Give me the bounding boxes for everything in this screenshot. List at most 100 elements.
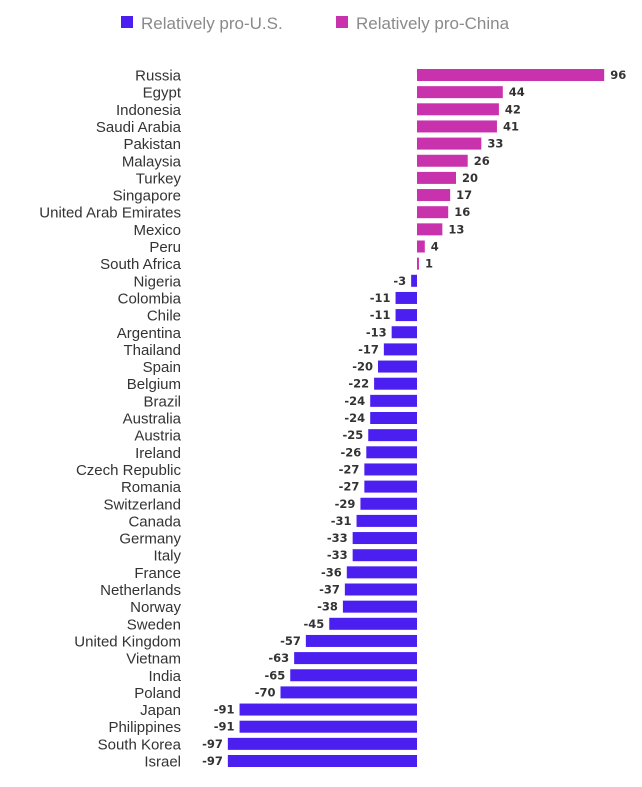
bar bbox=[417, 171, 456, 184]
category-label: Italy bbox=[153, 548, 181, 565]
value-label: 96 bbox=[610, 68, 626, 82]
bar bbox=[352, 549, 417, 562]
value-label: 20 bbox=[462, 171, 478, 185]
category-label: Malaysia bbox=[122, 153, 182, 170]
value-label: 41 bbox=[503, 119, 519, 133]
bar bbox=[344, 583, 417, 596]
bar bbox=[370, 412, 417, 424]
category-label: Egypt bbox=[143, 85, 182, 102]
value-label: -70 bbox=[255, 685, 276, 699]
value-label: -65 bbox=[264, 668, 285, 682]
bar bbox=[360, 497, 417, 510]
legend-swatch-pro-china bbox=[336, 16, 348, 28]
bar bbox=[364, 480, 417, 493]
value-label: 4 bbox=[431, 240, 439, 254]
category-label: Switzerland bbox=[103, 496, 181, 513]
bar bbox=[417, 103, 499, 116]
value-label: -97 bbox=[202, 754, 223, 768]
bar bbox=[329, 617, 417, 630]
value-label: -91 bbox=[214, 720, 235, 734]
bar bbox=[417, 154, 468, 167]
value-label: 33 bbox=[487, 137, 503, 151]
value-label: -3 bbox=[393, 274, 406, 288]
value-label: 42 bbox=[505, 102, 521, 116]
category-label: Norway bbox=[130, 599, 181, 616]
category-label: Singapore bbox=[113, 188, 181, 205]
bar bbox=[370, 394, 417, 407]
value-label: 1 bbox=[425, 257, 433, 271]
value-label: -36 bbox=[321, 565, 342, 579]
bar bbox=[227, 737, 417, 750]
bar bbox=[417, 240, 425, 253]
value-label: -11 bbox=[370, 308, 391, 322]
value-label: -37 bbox=[319, 583, 340, 597]
category-label: Ireland bbox=[135, 445, 181, 462]
value-label: 26 bbox=[474, 154, 490, 168]
value-label: -29 bbox=[335, 497, 356, 511]
category-label: Germany bbox=[119, 531, 181, 548]
legend-label-pro-us: Relatively pro-U.S. bbox=[141, 14, 283, 33]
value-label: -13 bbox=[366, 325, 387, 339]
category-label: Philippines bbox=[108, 719, 181, 736]
value-label: -33 bbox=[327, 548, 348, 562]
bar bbox=[417, 189, 451, 202]
category-label: Saudi Arabia bbox=[96, 119, 182, 136]
bar bbox=[417, 223, 443, 236]
bar bbox=[391, 326, 417, 339]
bar bbox=[294, 652, 417, 665]
bar bbox=[417, 69, 605, 81]
value-label: -38 bbox=[317, 600, 338, 614]
category-label: Japan bbox=[140, 702, 181, 719]
bar bbox=[417, 206, 449, 219]
bar bbox=[239, 720, 417, 733]
category-label: Romania bbox=[121, 479, 182, 496]
bar bbox=[280, 686, 417, 699]
value-label: 16 bbox=[454, 205, 470, 219]
value-label: -33 bbox=[327, 531, 348, 545]
category-label: Vietnam bbox=[126, 651, 181, 668]
legend: Relatively pro-U.S. Relatively pro-China bbox=[121, 14, 510, 33]
category-label: Colombia bbox=[118, 290, 182, 307]
category-label: Chile bbox=[147, 308, 181, 325]
category-label: South Africa bbox=[100, 256, 182, 273]
bar bbox=[239, 703, 417, 716]
bar bbox=[378, 360, 417, 373]
value-label: -24 bbox=[344, 394, 365, 408]
category-label: Brazil bbox=[143, 393, 181, 410]
value-label: 13 bbox=[448, 222, 464, 236]
category-label: Mexico bbox=[133, 222, 181, 239]
category-label: Pakistan bbox=[123, 136, 181, 153]
value-label: 17 bbox=[456, 188, 472, 202]
category-label: South Korea bbox=[98, 736, 182, 753]
bar bbox=[417, 86, 503, 99]
value-label: -25 bbox=[342, 428, 363, 442]
value-label: -91 bbox=[214, 703, 235, 717]
category-label: France bbox=[134, 565, 181, 582]
bar bbox=[356, 514, 417, 527]
category-label: United Kingdom bbox=[74, 633, 181, 650]
bar bbox=[411, 274, 417, 287]
category-label: Austria bbox=[134, 428, 181, 445]
legend-label-pro-china: Relatively pro-China bbox=[356, 14, 510, 33]
bar bbox=[227, 755, 417, 767]
category-label: India bbox=[148, 668, 181, 685]
value-label: -24 bbox=[344, 411, 365, 425]
bar bbox=[342, 600, 417, 613]
category-label: Czech Republic bbox=[76, 462, 182, 479]
value-label: -22 bbox=[348, 377, 369, 391]
bar bbox=[305, 634, 417, 647]
bar bbox=[395, 291, 417, 304]
value-label: -97 bbox=[202, 737, 223, 751]
category-label: Peru bbox=[149, 239, 181, 256]
category-label: Poland bbox=[134, 685, 181, 702]
bar bbox=[366, 446, 417, 459]
value-label: -11 bbox=[370, 291, 391, 305]
category-label: Indonesia bbox=[116, 102, 182, 119]
bar bbox=[346, 566, 417, 579]
category-label: Canada bbox=[128, 513, 181, 530]
category-label: Australia bbox=[123, 411, 182, 428]
value-label: -57 bbox=[280, 634, 301, 648]
category-label: Sweden bbox=[127, 616, 181, 633]
bar bbox=[368, 429, 417, 442]
